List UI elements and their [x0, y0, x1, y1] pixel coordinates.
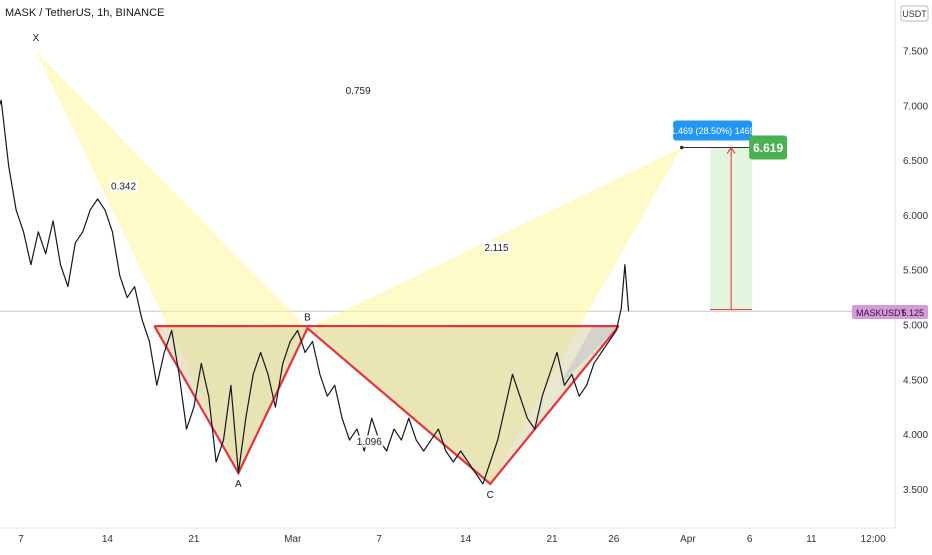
chart-title: MASK / TetherUS, 1h, BINANCE	[5, 7, 164, 19]
x-tick-label: Mar	[284, 534, 302, 545]
target-price-text: 6.619	[753, 141, 783, 155]
last-price-value: 5.125	[901, 308, 924, 318]
pattern-point-X: X	[32, 33, 39, 44]
ratio-label: 0.342	[111, 182, 136, 193]
price-axis[interactable]: 7.500 7.000 6.500 6.000 5.500 5.000 4.500 4.000…	[903, 47, 928, 496]
ratio-bg	[482, 241, 511, 254]
last-price-tag-bg	[852, 305, 928, 319]
x-tick-label: 6	[747, 534, 753, 545]
y-tick-label: 7.500	[903, 47, 928, 58]
ratio-label: 0.759	[346, 86, 371, 97]
x-tick-label: 26	[608, 534, 620, 545]
x-tick-label: Apr	[680, 534, 696, 545]
x-tick-label: 14	[460, 534, 472, 545]
target-info-box[interactable]	[673, 120, 753, 141]
x-tick-label: 21	[546, 534, 558, 545]
ratio-bg	[355, 435, 384, 448]
time-axis[interactable]: 7 14 21 Mar 7 14 21 26 Apr 6 11 12:00	[18, 534, 886, 545]
target-projection: 1.469 (28.50%) 1469 6.619	[671, 120, 788, 311]
x-tick-label: 7	[376, 534, 382, 545]
x-tick-label: 11	[806, 534, 817, 545]
pattern-point-C: C	[487, 490, 494, 501]
pattern-point-B: B	[304, 312, 311, 323]
ratio-label: 1.096	[357, 437, 382, 448]
currency-badge[interactable]	[900, 5, 929, 22]
x-tick-label: 21	[188, 534, 200, 545]
currency-label: USDT	[902, 9, 927, 19]
symbol-tag: MASKUSDT	[856, 308, 907, 318]
target-info-text: 1.469 (28.50%) 1469	[671, 126, 755, 136]
harmonic-pattern	[35, 51, 682, 486]
ratio-bg	[344, 84, 373, 97]
right-red-triangle-fill	[307, 326, 619, 484]
left-red-triangle-fill	[154, 326, 308, 473]
target-price-box[interactable]	[749, 135, 788, 160]
y-tick-label: 4.000	[903, 430, 928, 441]
y-tick-label: 3.500	[903, 485, 928, 496]
last-price-tag[interactable]: MASKUSDT 5.125	[852, 305, 928, 319]
price-line	[0, 99, 630, 485]
ratio-label: 2.115	[484, 243, 509, 254]
x-tick-label: 12:00	[861, 534, 886, 545]
y-tick-label: 5.500	[903, 266, 928, 277]
gray-fill	[559, 326, 619, 386]
x-tick-label: 7	[18, 534, 24, 545]
target-arrow-head	[726, 146, 736, 154]
y-tick-label: 4.500	[903, 375, 928, 386]
pattern-point-A: A	[235, 479, 242, 490]
x-tick-label: 14	[102, 534, 114, 545]
y-tick-label: 7.000	[903, 101, 928, 112]
ratio-bg	[109, 180, 138, 192]
price-line-group	[0, 99, 630, 485]
y-tick-label: 5.000	[903, 321, 928, 332]
y-tick-label: 6.500	[903, 156, 928, 167]
y-tick-label: 6.000	[903, 211, 928, 222]
pattern-labels: X A B C 0.759 0.342 2.115 1.096	[32, 33, 511, 501]
target-anchor	[679, 145, 684, 150]
red-pattern-outline	[153, 325, 620, 486]
